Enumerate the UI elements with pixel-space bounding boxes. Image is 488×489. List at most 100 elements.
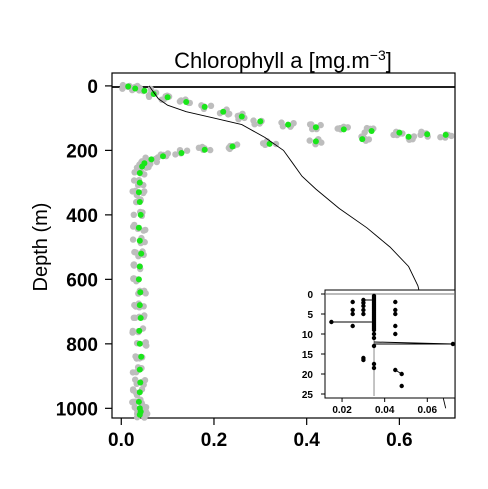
inset-y-tick-label: 15 xyxy=(302,350,314,361)
raw-point xyxy=(130,177,138,184)
binned-point xyxy=(340,126,347,133)
inset-y-tick-label: 5 xyxy=(307,310,313,321)
binned-point xyxy=(238,113,245,120)
main-plot: Chlorophyll a [mg.m−3] Depth (m) 0.0 0.2 0… xyxy=(30,47,456,451)
y-tick-label: 800 xyxy=(66,335,98,356)
inset-y-tick-label: 25 xyxy=(302,390,314,401)
binned-point xyxy=(424,131,431,138)
raw-point xyxy=(129,399,136,406)
binned-point xyxy=(137,379,144,386)
inset-axes: 0.02 0.04 0.06 0 5 10 15 20 25 xyxy=(302,290,438,416)
y-tick-label: 200 xyxy=(66,141,98,162)
inset-point xyxy=(371,331,377,337)
binned-point xyxy=(141,87,148,94)
binned-point xyxy=(312,138,319,145)
binned-point xyxy=(136,170,143,176)
raw-point xyxy=(141,340,149,347)
inset-plot: 0.02 0.04 0.06 0 5 10 15 20 25 xyxy=(302,289,456,416)
raw-point xyxy=(131,169,138,176)
inset-point xyxy=(361,307,366,313)
y-tick-label: 1000 xyxy=(56,399,98,420)
inset-y-tick-label: 0 xyxy=(307,290,313,301)
binned-point xyxy=(138,353,145,360)
y-tick-label: 400 xyxy=(66,206,98,227)
binned-point xyxy=(442,131,449,138)
inset-x-tick-label: 0.04 xyxy=(375,405,395,416)
binned-point xyxy=(359,136,366,143)
binned-point xyxy=(312,124,319,131)
inset-point xyxy=(361,303,366,309)
binned-point xyxy=(135,398,142,405)
y-axis-label: Depth (m) xyxy=(30,203,52,292)
raw-point xyxy=(272,140,280,148)
y-tick-label: 600 xyxy=(66,270,98,291)
chart-title: Chlorophyll a [mg.m−3] xyxy=(174,47,392,73)
raw-point xyxy=(130,261,138,268)
inset-point xyxy=(361,300,366,305)
binned-points-layer xyxy=(125,83,449,418)
binned-point xyxy=(136,263,143,270)
inset-point xyxy=(393,331,398,337)
raw-point xyxy=(129,188,136,195)
inset-point xyxy=(393,323,398,329)
inset-point xyxy=(399,371,404,377)
inset-point xyxy=(350,307,355,313)
inset-point xyxy=(371,327,377,333)
raw-point xyxy=(142,408,150,416)
raw-point xyxy=(129,329,136,336)
inset-point xyxy=(350,311,355,317)
raw-point xyxy=(145,163,152,171)
binned-point xyxy=(125,83,132,90)
binned-point xyxy=(148,156,155,163)
inset-point xyxy=(371,365,377,371)
binned-point xyxy=(136,366,143,373)
binned-point xyxy=(160,153,166,160)
raw-point xyxy=(251,121,258,128)
binned-point xyxy=(137,289,144,296)
inset-point xyxy=(393,367,398,373)
binned-point xyxy=(132,85,139,92)
raw-point xyxy=(130,211,137,218)
binned-point xyxy=(136,179,143,186)
binned-point xyxy=(137,211,144,218)
binned-point xyxy=(164,94,171,101)
inset-segment xyxy=(374,341,453,345)
inset-y-tick-label: 10 xyxy=(302,330,314,341)
raw-point xyxy=(278,119,285,126)
binned-point xyxy=(138,250,145,257)
raw-point xyxy=(132,249,140,256)
x-tick-label: 0.0 xyxy=(108,430,134,451)
binned-point xyxy=(257,118,264,125)
raw-point xyxy=(207,102,215,110)
inset-point xyxy=(329,319,334,325)
y-tick-label: 0 xyxy=(87,77,98,98)
binned-point xyxy=(139,163,146,170)
binned-point xyxy=(220,108,227,115)
raw-point xyxy=(131,221,138,229)
binned-point xyxy=(137,315,144,321)
binned-point xyxy=(229,143,236,150)
binned-point xyxy=(135,189,142,196)
raw-point xyxy=(119,85,126,92)
binned-point xyxy=(135,224,142,231)
inset-y-tick-label: 20 xyxy=(302,370,314,381)
inset-point xyxy=(371,361,377,367)
binned-point xyxy=(201,146,208,153)
binned-point xyxy=(405,133,412,140)
raw-point xyxy=(140,227,147,234)
binned-point xyxy=(136,340,143,347)
raw-point xyxy=(183,147,191,154)
raw-point xyxy=(233,141,241,148)
binned-point xyxy=(136,302,143,309)
binned-point xyxy=(136,389,143,396)
binned-point xyxy=(266,140,273,147)
inset-point xyxy=(350,323,355,329)
inset-point xyxy=(371,343,377,349)
raw-point xyxy=(132,376,139,383)
x-tick-label: 0.4 xyxy=(293,430,320,451)
binned-point xyxy=(136,327,143,334)
raw-point xyxy=(132,353,139,360)
inset-points-layer xyxy=(325,293,456,396)
